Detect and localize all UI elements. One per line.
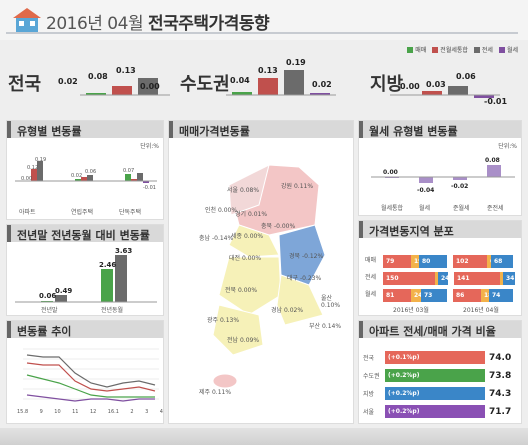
yoy-val: 3.63 [115, 247, 133, 255]
ratio-row: 전국 (+0.1%p) 74.0 [363, 351, 512, 364]
type-label: 단독주택 [119, 209, 142, 216]
unit-label: 단위:% [498, 143, 517, 150]
yoy-val: 2.46 [99, 261, 117, 269]
by-type-chart [15, 161, 157, 183]
map-label-gangwon: 강원 0.11% [281, 183, 314, 190]
ratio-row: 수도권 (+0.2%p) 73.8 [363, 369, 512, 382]
panel-title: 전년말 전년동월 대비 변동률 [7, 225, 163, 242]
yoy-label: 전년동월 [101, 307, 124, 314]
map-label-gyeongnam: 경남 0.02% [271, 307, 304, 314]
yoy-label: 전년말 [41, 307, 58, 314]
dist-rows: 매매 79 19 80 102 6 68 전세 150 24 141 34 월세 [365, 255, 517, 302]
dist-col-label: 2016년 04월 [463, 307, 499, 314]
region-capital: 수도권 [180, 74, 230, 95]
panel-by-type: 유형별 변동률 단위:% 0.00 0.12 0.19 0.02 0.06 0.… [6, 120, 164, 220]
rent-label: 준월세 [453, 205, 470, 212]
panel-map: 매매가격변동률 강원 0.11% 서울 0.08% 인천 0.00% 경기 0.… [168, 120, 354, 424]
panel-title: 월세 유형별 변동률 [359, 121, 521, 138]
map-label-busan: 부산 0.14% [309, 323, 342, 330]
top-bar-chart [80, 70, 500, 98]
unit-label: 단위:% [140, 143, 159, 150]
map-label-daegu: 대구 -0.23% [287, 275, 322, 282]
panel-yoy: 전년말 전년동월 대비 변동률 0.06 0.49 2.46 3.63 전년말 … [6, 224, 164, 316]
map-label-chungnam: 충남 -0.14% [199, 235, 234, 242]
rent-val: 0.08 [485, 157, 500, 164]
dist-row: 매매 79 19 80 102 6 68 [365, 255, 517, 268]
korea-map [212, 164, 326, 389]
dist-row: 전세 150 24 141 34 [365, 272, 517, 285]
type-label: 연립주택 [71, 209, 94, 216]
map-label-incheon: 인천 0.00% [205, 207, 238, 214]
map-label-gwangju: 광주 0.13% [207, 317, 240, 324]
dist-row: 월세 81 24 73 86 18 74 [365, 289, 517, 302]
ratio-rows: 전국 (+0.1%p) 74.0 수도권 (+0.2%p) 73.8 지방 (+… [363, 351, 519, 418]
page-title: 2016년 04월 전국주택가격동향 [46, 14, 270, 34]
ratio-row: 지방 (+0.2%p) 74.3 [363, 387, 512, 400]
type-val: 0.07 [123, 168, 135, 174]
rent-label: 월세 [419, 205, 431, 212]
panel-distribution: 가격변동지역 분포 매매 79 19 80 102 6 68 전세 150 24… [358, 220, 522, 316]
map-label-jeonbuk: 전북 0.00% [225, 287, 258, 294]
panel-title: 매매가격변동률 [169, 121, 353, 138]
cap-value-2: 0.19 [286, 58, 306, 67]
panel-title: 유형별 변동률 [7, 121, 163, 138]
title-bar [6, 6, 518, 34]
map-label-ulsan: 울산 0.10% [321, 295, 341, 309]
map-label-jeju: 제주 0.11% [199, 389, 232, 396]
type-val: 0.12 [27, 165, 39, 171]
map-label-seoul: 서울 0.08% [227, 187, 260, 194]
loc-value-0: 0.00 [400, 82, 420, 91]
rent-val: 0.00 [383, 169, 398, 176]
trend-xaxis: 15.8 9 10 11 12 16.1 2 3 4 [17, 409, 163, 415]
rent-type-chart [371, 165, 515, 183]
map-label-gyeongbuk: 경북 -0.12% [289, 253, 324, 260]
map-label-gyeonggi: 경기 0.01% [235, 211, 268, 218]
panel-title: 가격변동지역 분포 [359, 221, 521, 238]
nat-value-0: 0.02 [58, 77, 78, 86]
type-val: 0.19 [35, 157, 47, 163]
rent-val: -0.04 [417, 187, 435, 194]
cap-value-1: 0.13 [258, 66, 278, 75]
type-val: 0.06 [85, 169, 97, 175]
cap-value-3: 0.02 [312, 80, 332, 89]
rent-label: 준전세 [487, 205, 504, 212]
type-label: 아파트 [19, 209, 36, 216]
panel-trend: 변동률 추이 15.8 9 10 11 12 16.1 2 3 4 [6, 320, 164, 424]
yoy-chart [15, 255, 157, 303]
rent-val: -0.02 [451, 183, 469, 190]
yoy-val: 0.06 [39, 292, 57, 300]
panel-title: 아파트 전세/매매 가격 비율 [359, 321, 521, 338]
trend-chart [23, 348, 159, 402]
nat-value-3: 0.00 [140, 82, 160, 91]
footer-skyline [0, 428, 528, 445]
nat-value-1: 0.08 [88, 72, 108, 81]
loc-value-1: 0.03 [426, 80, 446, 89]
cap-value-0: 0.04 [230, 76, 250, 85]
map-label-jeonnam: 전남 0.09% [227, 337, 260, 344]
nat-value-2: 0.13 [116, 66, 136, 75]
panel-title: 변동률 추이 [7, 321, 163, 338]
ratio-row: 서울 (+0.2%p) 71.7 [363, 405, 512, 418]
top-legend: 매매 전월세통합 전세 월세 [407, 45, 518, 54]
type-val: 0.00 [21, 176, 33, 182]
map-label-sejong: 세종 0.00% [231, 233, 264, 240]
map-label-chungbuk: 충북 -0.00% [261, 223, 296, 230]
dist-col-label: 2016년 03월 [393, 307, 429, 314]
yoy-val: 0.49 [55, 287, 73, 295]
map-label-daejeon: 대전 0.00% [229, 255, 262, 262]
region-local: 지방 [370, 74, 404, 95]
house-logo-icon [13, 8, 41, 32]
panel-ratio: 아파트 전세/매매 가격 비율 전국 (+0.1%p) 74.0 수도권 (+0… [358, 320, 522, 424]
loc-value-3: -0.01 [484, 97, 508, 106]
loc-value-2: 0.06 [456, 72, 476, 81]
rent-label: 월세통합 [381, 205, 404, 212]
type-val: -0.01 [143, 185, 156, 191]
region-nationwide: 전국 [8, 74, 42, 95]
type-val: 0.02 [71, 173, 83, 179]
panel-rent-type: 월세 유형별 변동률 단위:% 0.00 -0.04 -0.02 0.08 월세… [358, 120, 522, 216]
